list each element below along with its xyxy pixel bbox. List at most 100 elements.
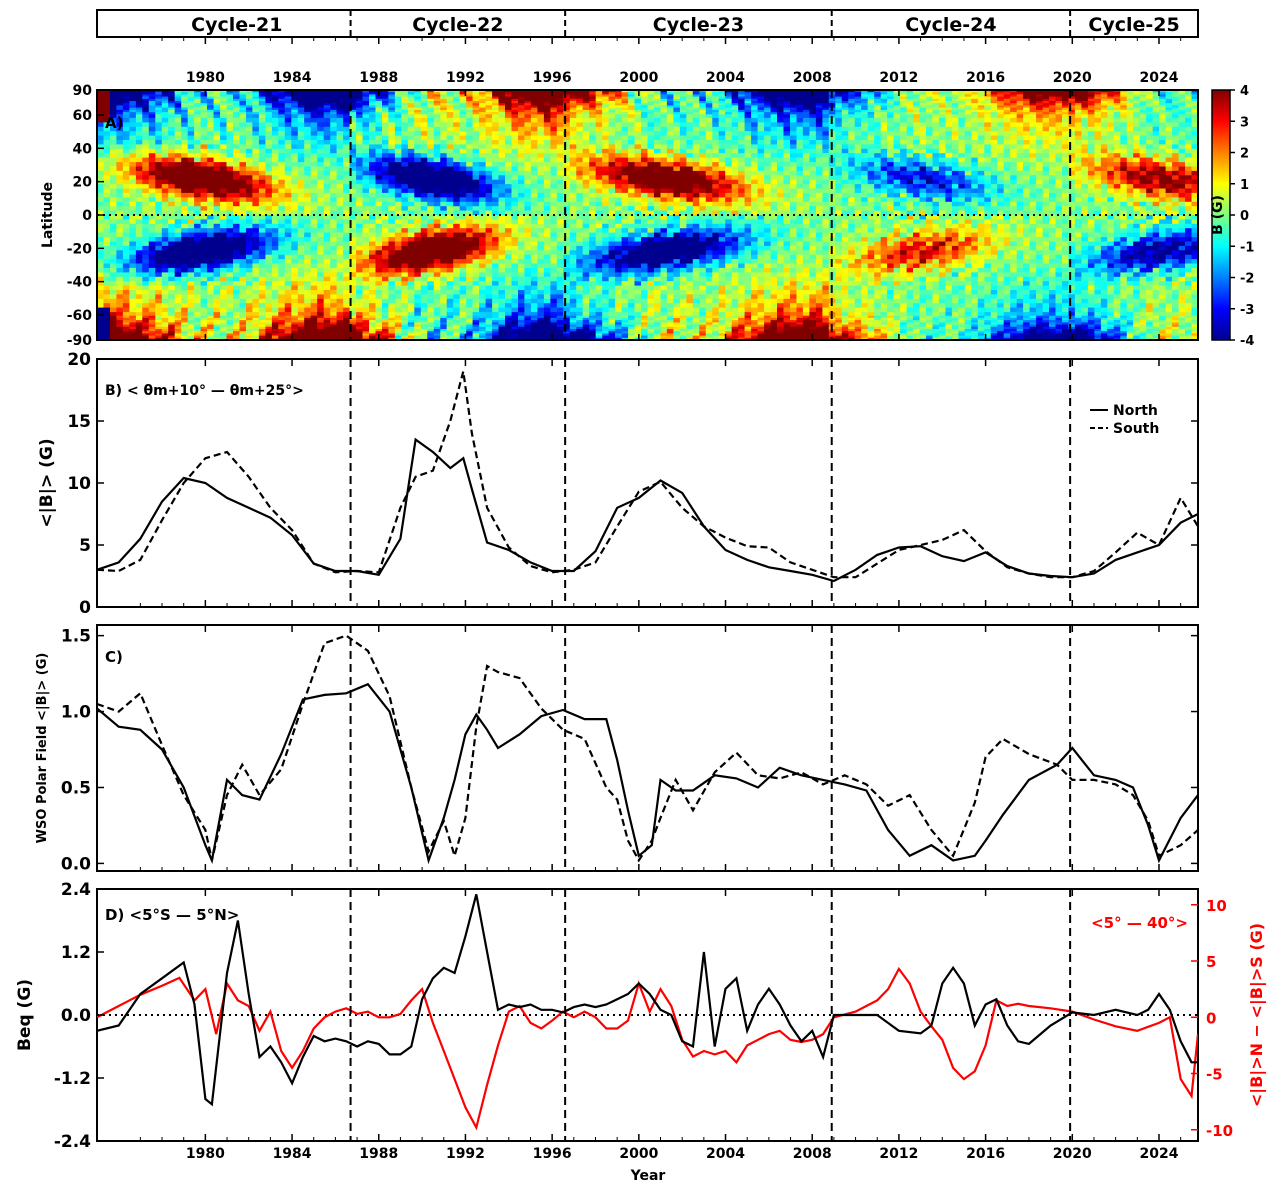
heatmap-cell bbox=[97, 126, 105, 132]
heatmap-cell bbox=[122, 324, 130, 328]
heatmap-cell bbox=[420, 303, 428, 309]
heatmap-cell bbox=[530, 281, 538, 287]
heatmap-cell bbox=[310, 101, 318, 104]
heatmap-cell bbox=[116, 126, 124, 132]
heatmap-cell bbox=[323, 219, 331, 225]
heatmap-cell bbox=[110, 114, 118, 119]
heatmap-cell bbox=[291, 179, 299, 185]
heatmap-cell bbox=[116, 90, 124, 93]
heatmap-cell bbox=[407, 94, 415, 98]
heatmap-cell bbox=[291, 148, 299, 154]
heatmap-cell bbox=[317, 206, 325, 212]
heatmap-cell bbox=[330, 317, 338, 321]
heatmap-cell bbox=[343, 192, 351, 198]
heatmap-cell bbox=[343, 96, 351, 100]
cycle-bar: Cycle-21 Cycle-22 Cycle-23 Cycle-24 Cycle-25… bbox=[96, 9, 1199, 86]
heatmap-cell bbox=[278, 162, 286, 168]
heatmap-cell bbox=[168, 107, 176, 111]
heatmap-cell bbox=[394, 276, 402, 282]
heatmap-cell bbox=[472, 223, 480, 229]
heatmap-cell bbox=[174, 175, 182, 181]
heatmap-cell bbox=[116, 103, 124, 106]
heatmap-cell bbox=[239, 329, 247, 332]
heatmap-cell bbox=[362, 179, 370, 185]
heatmap-cell bbox=[103, 281, 111, 287]
heatmap-cell bbox=[220, 201, 228, 207]
heatmap-cell bbox=[485, 263, 493, 269]
heatmap-cell bbox=[233, 326, 241, 330]
heatmap-cell bbox=[278, 326, 286, 330]
heatmap-cell bbox=[252, 219, 260, 225]
heatmap-cell bbox=[356, 122, 364, 128]
heatmap-cell bbox=[122, 307, 130, 313]
heatmap-cell bbox=[220, 197, 228, 203]
heatmap-cell bbox=[518, 331, 526, 334]
heatmap-cell bbox=[459, 166, 467, 172]
heatmap-cell bbox=[271, 245, 279, 251]
heatmap-cell bbox=[122, 281, 130, 287]
heatmap-cell bbox=[394, 192, 402, 198]
heatmap-cell bbox=[498, 333, 506, 337]
heatmap-cell bbox=[485, 337, 493, 340]
heatmap-cell bbox=[233, 188, 241, 194]
heatmap-cell bbox=[550, 337, 558, 340]
heatmap-cell bbox=[472, 317, 480, 321]
heatmap-cell bbox=[310, 272, 318, 278]
heatmap-cell bbox=[543, 324, 551, 328]
heatmap-cell bbox=[252, 241, 260, 247]
heatmap-cell bbox=[388, 197, 396, 203]
heatmap-cell bbox=[291, 112, 299, 115]
heatmap-cell bbox=[258, 223, 266, 229]
heatmap-cell bbox=[155, 303, 163, 309]
heatmap-cell bbox=[284, 210, 292, 216]
heatmap-cell bbox=[122, 272, 130, 278]
heatmap-cell bbox=[239, 166, 247, 172]
heatmap-cell bbox=[187, 201, 195, 207]
heatmap-cell bbox=[466, 131, 474, 137]
heatmap-cell bbox=[278, 237, 286, 243]
heatmap-cell bbox=[233, 162, 241, 168]
heatmap-cell bbox=[382, 162, 390, 168]
heatmap-cell bbox=[200, 219, 208, 225]
heatmap-cell bbox=[498, 312, 506, 317]
heatmap-cell bbox=[252, 298, 260, 304]
heatmap-cell bbox=[394, 281, 402, 287]
heatmap-cell bbox=[414, 263, 422, 269]
heatmap-cell bbox=[453, 92, 461, 95]
heatmap-cell bbox=[518, 126, 526, 132]
heatmap-cell bbox=[433, 303, 441, 309]
heatmap-cell bbox=[207, 272, 215, 278]
heatmap-cell bbox=[563, 148, 571, 154]
heatmap-cell bbox=[220, 290, 228, 295]
heatmap-cell bbox=[505, 219, 513, 225]
heatmap-cell bbox=[356, 312, 364, 317]
heatmap-cell bbox=[343, 263, 351, 269]
heatmap-cell bbox=[479, 276, 487, 282]
heatmap-cell bbox=[394, 94, 402, 98]
heatmap-cell bbox=[388, 329, 396, 332]
heatmap-cell bbox=[446, 317, 454, 321]
heatmap-cell bbox=[181, 237, 189, 243]
heatmap-cell bbox=[440, 162, 448, 168]
heatmap-cell bbox=[155, 317, 163, 321]
heatmap-cell bbox=[271, 90, 279, 93]
heatmap-cell bbox=[440, 303, 448, 309]
heatmap-cell bbox=[394, 324, 402, 328]
heatmap-cell bbox=[459, 333, 467, 337]
heatmap-cell bbox=[336, 210, 344, 216]
heatmap-cell bbox=[433, 320, 441, 323]
heatmap-cell bbox=[401, 215, 409, 220]
heatmap-cell bbox=[97, 114, 105, 119]
heatmap-cell bbox=[220, 157, 228, 163]
heatmap-cell bbox=[239, 232, 247, 238]
heatmap-cell bbox=[343, 94, 351, 98]
heatmap-cell bbox=[265, 281, 273, 287]
heatmap-cell bbox=[129, 285, 137, 291]
heatmap-cell bbox=[155, 223, 163, 229]
heatmap-cell bbox=[394, 148, 402, 154]
heatmap-cell bbox=[122, 206, 130, 212]
heatmap-cell bbox=[200, 162, 208, 168]
heatmap-cell bbox=[543, 317, 551, 321]
heatmap-cell bbox=[116, 232, 124, 238]
